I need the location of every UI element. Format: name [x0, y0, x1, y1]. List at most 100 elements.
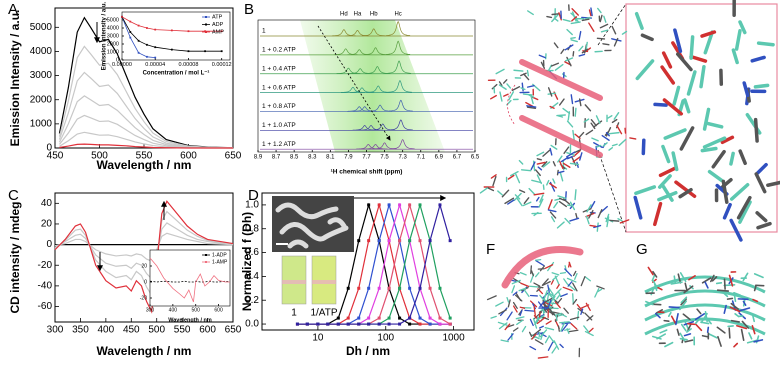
bond	[540, 61, 546, 69]
bond	[546, 15, 553, 19]
x-tick-label: 350	[72, 325, 89, 336]
bond	[660, 65, 676, 85]
bond	[556, 114, 566, 117]
bond	[579, 152, 583, 161]
bond	[504, 323, 511, 331]
data-point	[129, 20, 132, 23]
bond	[696, 308, 702, 315]
x-axis-label: Dh / nm	[346, 344, 390, 358]
h-bond	[507, 84, 516, 126]
helix-axis	[519, 115, 603, 158]
bond	[559, 171, 564, 182]
bond	[530, 161, 536, 171]
bond	[524, 309, 535, 312]
bond	[742, 272, 749, 282]
bond	[526, 105, 537, 108]
rotation-arrow	[501, 245, 584, 289]
bond	[554, 63, 564, 71]
bond	[733, 292, 737, 303]
bond	[576, 303, 583, 312]
data-point	[418, 203, 422, 207]
bond	[661, 51, 673, 69]
bond	[729, 183, 750, 201]
peak-label: Hc	[394, 12, 401, 18]
bond	[521, 82, 524, 92]
legend-label: 1-ADP	[212, 252, 227, 258]
data-point	[367, 322, 371, 326]
bond	[498, 309, 507, 315]
bond	[526, 84, 535, 88]
bond	[538, 54, 546, 59]
data-point	[398, 203, 402, 207]
bond	[603, 15, 607, 23]
bond	[711, 149, 726, 169]
y-tick-label: 0	[46, 239, 52, 250]
bond	[551, 13, 560, 16]
bond	[491, 83, 498, 90]
underlay	[300, 20, 445, 152]
bond	[670, 315, 677, 325]
bond	[490, 174, 497, 179]
nmr-peak	[390, 139, 415, 150]
data-point	[346, 322, 350, 326]
nmr-peak	[366, 85, 391, 93]
bond	[559, 271, 567, 275]
data-point	[146, 27, 148, 29]
bond	[593, 224, 602, 229]
bond	[597, 288, 603, 293]
bond	[616, 125, 623, 135]
bond	[715, 282, 723, 285]
bond	[699, 65, 706, 89]
bond	[651, 274, 656, 282]
bond	[556, 221, 565, 229]
bond	[634, 11, 644, 30]
y-tick-label: 0.0	[245, 319, 259, 330]
bond	[683, 285, 694, 294]
x-tick-label: 8.7	[272, 154, 281, 160]
panel-label: A	[8, 1, 18, 18]
bond	[558, 197, 566, 202]
data-point	[418, 316, 422, 320]
y-tick-label: 1.0	[245, 200, 259, 211]
bond	[750, 55, 766, 63]
bond	[680, 298, 687, 306]
data-point	[387, 322, 391, 326]
bond	[528, 187, 536, 196]
legend-marker	[205, 23, 207, 26]
bond	[647, 266, 654, 276]
bond	[748, 332, 753, 340]
y-tick-label: 20	[41, 219, 53, 230]
data-point	[428, 286, 432, 290]
data-point	[146, 43, 148, 46]
bond	[547, 261, 555, 272]
bond	[507, 333, 514, 341]
y-tick-label: 0	[46, 143, 52, 154]
bond	[683, 98, 691, 114]
bond	[574, 189, 577, 201]
bond	[495, 68, 505, 75]
bond	[736, 324, 748, 330]
bond	[602, 142, 608, 147]
x-axis-label: Wavelength / nm	[168, 317, 212, 323]
data-point	[387, 203, 391, 207]
panel-label: D	[248, 187, 259, 204]
bond	[738, 20, 747, 35]
bond	[562, 198, 571, 205]
bond	[549, 182, 557, 189]
y-tick-label: 2000	[107, 41, 119, 47]
bond	[654, 312, 661, 319]
bond	[673, 28, 683, 53]
bond	[751, 325, 756, 335]
data-point	[170, 29, 173, 32]
bond	[523, 197, 530, 204]
bond	[706, 121, 724, 129]
peak-label: Hb	[370, 12, 378, 18]
x-tick-label: 6.7	[453, 154, 462, 160]
bond	[611, 118, 618, 124]
data-point	[326, 322, 330, 326]
bond	[571, 16, 578, 22]
data-point	[137, 39, 140, 42]
legend-label: ADP	[212, 22, 224, 28]
bond	[551, 292, 556, 302]
peak-label: Hd	[340, 12, 348, 18]
